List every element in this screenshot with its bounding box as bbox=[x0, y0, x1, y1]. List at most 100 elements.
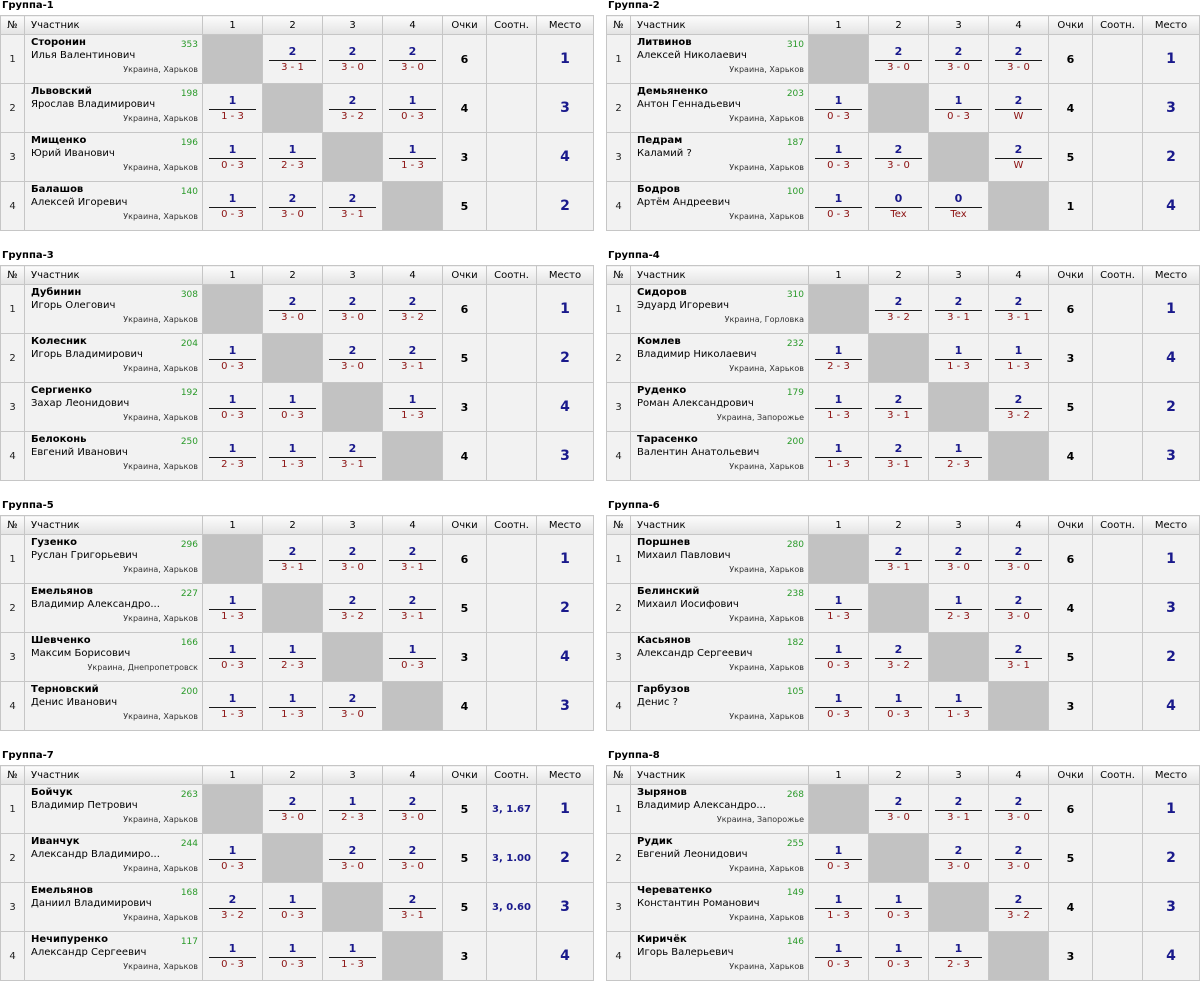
self-match-cell bbox=[322, 382, 383, 432]
group-table: № Участник 1 2 3 4 Очки Соотн. Место 1 Зырянов Влад… bbox=[606, 765, 1200, 981]
player-last-name[interactable]: Балашов bbox=[31, 184, 84, 195]
player-last-name[interactable]: Тарасенко bbox=[637, 434, 698, 445]
player-last-name[interactable]: Сторонин bbox=[31, 37, 86, 48]
player-row: 1 Сидоров Эдуард Игоревич 310 Украина, Горло… bbox=[606, 284, 1200, 334]
player-last-name[interactable]: Поршнев bbox=[637, 537, 691, 548]
player-last-name[interactable]: Колесник bbox=[31, 336, 87, 347]
player-tiebreak: 3, 0.60 bbox=[486, 882, 537, 932]
header-opponent-col: 2 bbox=[262, 265, 323, 285]
player-number: 4 bbox=[0, 931, 25, 981]
player-last-name[interactable]: Емельянов bbox=[31, 885, 93, 896]
player-place: 4 bbox=[536, 931, 594, 981]
player-row: 4 Бодров Артём Андреевич 100 Украина, Харько… bbox=[606, 181, 1200, 231]
player-tiebreak bbox=[1092, 534, 1143, 584]
player-row: 4 Тарасенко Валентин Анатольевич 200 Украина… bbox=[606, 431, 1200, 481]
player-points: 5 bbox=[442, 784, 487, 834]
match-score: 3 - 2 bbox=[875, 309, 922, 324]
player-last-name[interactable]: Иванчук bbox=[31, 836, 80, 847]
player-place: 1 bbox=[1142, 284, 1200, 334]
match-score: 3 - 0 bbox=[329, 559, 376, 574]
player-first-name: Игорь Владимирович bbox=[31, 349, 143, 360]
player-last-name[interactable]: Шевченко bbox=[31, 635, 91, 646]
match-points: 2 bbox=[954, 544, 963, 558]
match-score: 0 - 3 bbox=[269, 956, 316, 971]
match-points: 1 bbox=[228, 343, 237, 357]
player-last-name[interactable]: Емельянов bbox=[31, 586, 93, 597]
player-last-name[interactable]: Демьяненко bbox=[637, 86, 708, 97]
player-points: 4 bbox=[1048, 882, 1093, 932]
player-city: Украина, Харьков bbox=[729, 565, 804, 574]
match-points: 2 bbox=[288, 44, 297, 58]
player-last-name[interactable]: Зырянов bbox=[637, 787, 687, 798]
match-points: 1 bbox=[348, 941, 357, 955]
match-score: 3 - 0 bbox=[389, 858, 436, 873]
player-cell: Сергиенко Захар Леонидович 192 Украина, Хар… bbox=[24, 382, 203, 432]
player-rating: 100 bbox=[786, 187, 804, 197]
self-match-cell bbox=[262, 833, 323, 883]
player-last-name[interactable]: Касьянов bbox=[637, 635, 691, 646]
match-score: W bbox=[995, 157, 1042, 172]
player-first-name: Михаил Иосифович bbox=[637, 599, 739, 610]
player-tiebreak bbox=[486, 333, 537, 383]
player-last-name[interactable]: Сергиенко bbox=[31, 385, 92, 396]
header-row: № Участник 1 2 3 4 Очки Соотн. Место bbox=[606, 265, 1200, 285]
player-last-name[interactable]: Бодров bbox=[637, 184, 680, 195]
player-last-name[interactable]: Бойчук bbox=[31, 787, 73, 798]
player-last-name[interactable]: Белоконь bbox=[31, 434, 87, 445]
player-last-name[interactable]: Сидоров bbox=[637, 287, 687, 298]
player-tiebreak bbox=[486, 583, 537, 633]
player-cell: Киричёк Игорь Валерьевич 146 Украина, Харьк… bbox=[630, 931, 809, 981]
player-last-name[interactable]: Гарбузов bbox=[637, 684, 690, 695]
player-points: 4 bbox=[442, 431, 487, 481]
header-player: Участник bbox=[24, 265, 203, 285]
player-last-name[interactable]: Литвинов bbox=[637, 37, 692, 48]
player-last-name[interactable]: Киричёк bbox=[637, 934, 687, 945]
player-last-name[interactable]: Гузенко bbox=[31, 537, 78, 548]
match-points: 2 bbox=[348, 44, 357, 58]
player-last-name[interactable]: Нечипуренко bbox=[31, 934, 108, 945]
player-last-name[interactable]: Руденко bbox=[637, 385, 687, 396]
match-points: 1 bbox=[834, 843, 843, 857]
match-points: 2 bbox=[408, 343, 417, 357]
player-last-name[interactable]: Педрам bbox=[637, 135, 683, 146]
player-last-name[interactable]: Мищенко bbox=[31, 135, 87, 146]
player-last-name[interactable]: Рудик bbox=[637, 836, 673, 847]
match-score: 3 - 0 bbox=[935, 559, 982, 574]
player-last-name[interactable]: Комлев bbox=[637, 336, 681, 347]
self-match-cell bbox=[262, 333, 323, 383]
player-tiebreak bbox=[486, 431, 537, 481]
player-last-name[interactable]: Череватенко bbox=[637, 885, 713, 896]
player-place: 3 bbox=[1142, 431, 1200, 481]
player-last-name[interactable]: Дубинин bbox=[31, 287, 82, 298]
player-first-name: Алексей Игоревич bbox=[31, 197, 128, 208]
match-points: 1 bbox=[894, 941, 903, 955]
match-points: 1 bbox=[954, 941, 963, 955]
player-last-name[interactable]: Белинский bbox=[637, 586, 700, 597]
player-number: 1 bbox=[606, 34, 631, 84]
player-place: 4 bbox=[536, 382, 594, 432]
header-opponent-col: 1 bbox=[202, 765, 263, 785]
player-points: 5 bbox=[442, 583, 487, 633]
match-score: 0 - 3 bbox=[875, 706, 922, 721]
player-row: 3 Череватенко Константин Романович 149 Украи… bbox=[606, 882, 1200, 932]
player-last-name[interactable]: Терновский bbox=[31, 684, 99, 695]
match-points: 1 bbox=[228, 392, 237, 406]
header-num: № bbox=[0, 15, 25, 35]
player-last-name[interactable]: Львовский bbox=[31, 86, 92, 97]
player-place: 1 bbox=[536, 534, 594, 584]
player-city: Украина, Харьков bbox=[123, 163, 198, 172]
match-score: 0 - 3 bbox=[209, 657, 256, 672]
match-points: 2 bbox=[408, 892, 417, 906]
header-place: Место bbox=[1142, 765, 1200, 785]
